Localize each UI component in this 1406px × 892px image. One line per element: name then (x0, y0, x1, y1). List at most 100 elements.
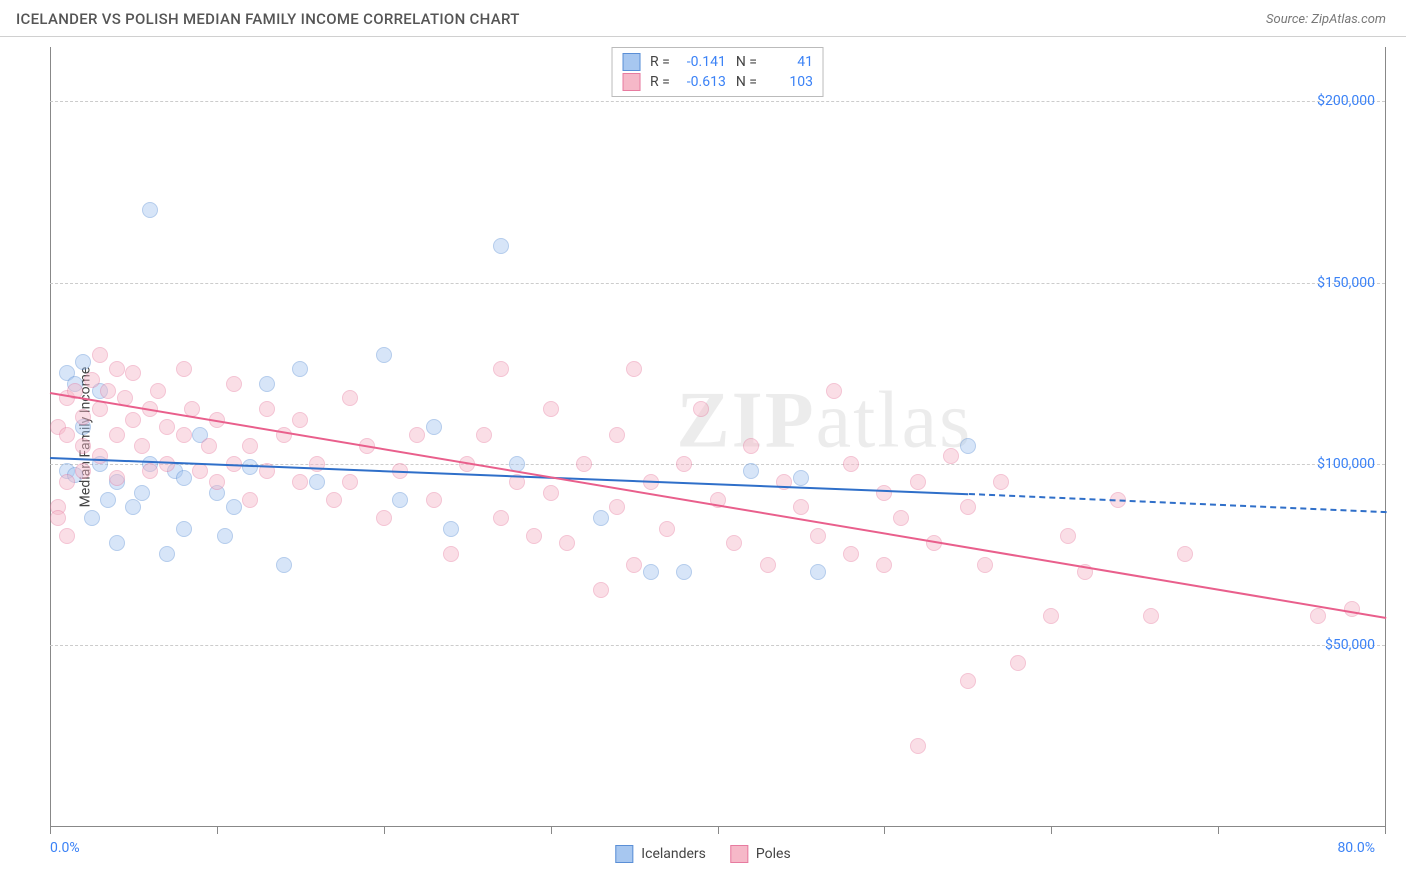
data-point (309, 474, 325, 490)
data-point (876, 485, 892, 501)
y-axis (50, 47, 51, 826)
data-point (559, 535, 575, 551)
x-tick (384, 826, 385, 834)
data-point (59, 427, 75, 443)
data-point (92, 347, 108, 363)
data-point (676, 456, 692, 472)
legend-item: Poles (730, 845, 791, 863)
data-point (1060, 528, 1076, 544)
x-max-label: 80.0% (1337, 840, 1375, 856)
data-point (960, 673, 976, 689)
data-point (292, 474, 308, 490)
data-point (876, 557, 892, 573)
data-point (426, 419, 442, 435)
x-tick (718, 826, 719, 834)
data-point (59, 528, 75, 544)
data-point (176, 470, 192, 486)
data-point (843, 456, 859, 472)
y-tick-label: $200,000 (1317, 93, 1375, 109)
x-tick (551, 826, 552, 834)
data-point (159, 546, 175, 562)
x-tick (50, 826, 51, 834)
data-point (226, 376, 242, 392)
data-point (159, 419, 175, 435)
data-point (201, 438, 217, 454)
n-label: N = (736, 54, 757, 70)
data-point (977, 557, 993, 573)
data-point (92, 401, 108, 417)
x-tick (1385, 826, 1386, 834)
legend-label: Poles (756, 846, 791, 862)
gridline (50, 101, 1385, 102)
y-tick-label: $150,000 (1317, 275, 1375, 291)
data-point (217, 528, 233, 544)
data-point (242, 459, 258, 475)
legend-swatch (622, 73, 640, 91)
data-point (593, 582, 609, 598)
gridline (50, 645, 1385, 646)
data-point (109, 361, 125, 377)
data-point (526, 528, 542, 544)
r-label: R = (650, 74, 670, 90)
gridline (50, 283, 1385, 284)
header: ICELANDER VS POLISH MEDIAN FAMILY INCOME… (0, 0, 1406, 37)
x-tick (1051, 826, 1052, 834)
data-point (259, 401, 275, 417)
data-point (109, 470, 125, 486)
data-point (142, 202, 158, 218)
data-point (326, 492, 342, 508)
x-tick (217, 826, 218, 834)
data-point (92, 448, 108, 464)
data-point (443, 521, 459, 537)
data-point (209, 474, 225, 490)
data-point (1310, 608, 1326, 624)
data-point (760, 557, 776, 573)
data-point (192, 463, 208, 479)
data-point (125, 365, 141, 381)
data-point (993, 474, 1009, 490)
y-tick-label: $100,000 (1317, 456, 1375, 472)
legend-label: Icelanders (641, 846, 706, 862)
legend-swatch (730, 845, 748, 863)
data-point (960, 438, 976, 454)
trend-line-extrapolated (968, 493, 1386, 513)
data-point (75, 354, 91, 370)
data-point (84, 372, 100, 388)
data-point (134, 485, 150, 501)
data-point (109, 535, 125, 551)
y-tick-label: $50,000 (1325, 637, 1375, 653)
data-point (176, 361, 192, 377)
data-point (242, 492, 258, 508)
chart-title: ICELANDER VS POLISH MEDIAN FAMILY INCOME… (16, 10, 520, 28)
x-tick (884, 826, 885, 834)
chart-container: Median Family Income ZIPatlas 0.0% 80.0%… (0, 37, 1406, 877)
data-point (342, 390, 358, 406)
source-label: Source: ZipAtlas.com (1266, 12, 1386, 27)
n-value: 41 (763, 54, 813, 70)
data-point (1010, 655, 1026, 671)
data-point (676, 564, 692, 580)
data-point (893, 510, 909, 526)
n-value: 103 (763, 74, 813, 90)
data-point (743, 438, 759, 454)
data-point (493, 510, 509, 526)
data-point (826, 383, 842, 399)
plot-area: Median Family Income ZIPatlas 0.0% 80.0%… (50, 47, 1386, 827)
legend-swatch (622, 53, 640, 71)
data-point (609, 499, 625, 515)
data-point (59, 474, 75, 490)
data-point (726, 535, 742, 551)
data-point (125, 499, 141, 515)
data-point (810, 528, 826, 544)
data-point (1177, 546, 1193, 562)
data-point (593, 510, 609, 526)
data-point (176, 521, 192, 537)
data-point (659, 521, 675, 537)
data-point (392, 492, 408, 508)
r-value: -0.613 (676, 74, 726, 90)
data-point (109, 427, 125, 443)
data-point (443, 546, 459, 562)
data-point (75, 438, 91, 454)
data-point (626, 557, 642, 573)
data-point (100, 492, 116, 508)
